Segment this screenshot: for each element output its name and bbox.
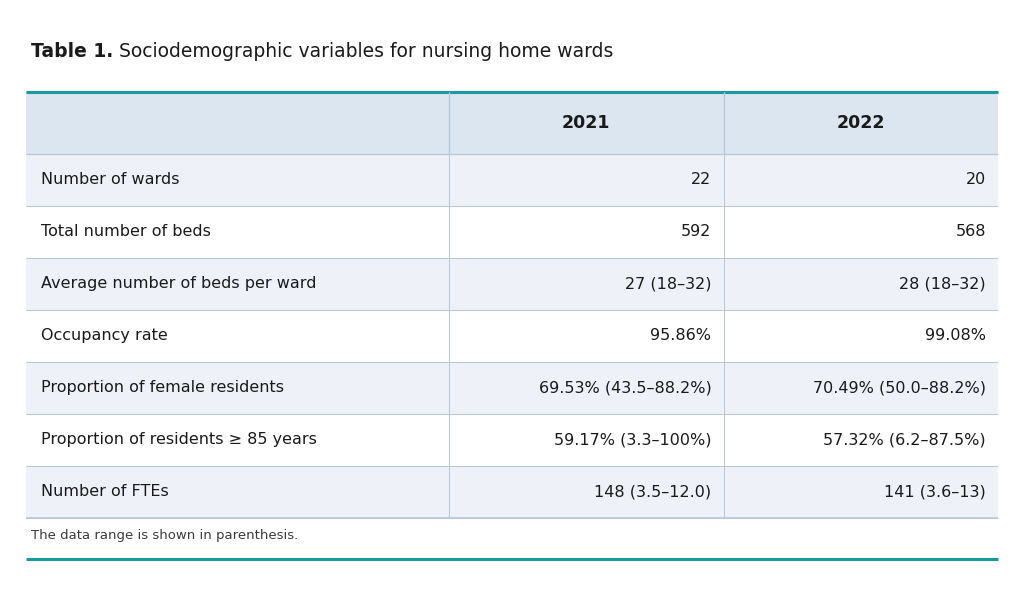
Text: 69.53% (43.5–88.2%): 69.53% (43.5–88.2%): [539, 381, 712, 395]
Text: 59.17% (3.3–100%): 59.17% (3.3–100%): [554, 433, 712, 448]
Text: 99.08%: 99.08%: [925, 329, 986, 343]
Text: The data range is shown in parenthesis.: The data range is shown in parenthesis.: [31, 529, 298, 542]
Text: 141 (3.6–13): 141 (3.6–13): [885, 484, 986, 500]
Text: 20: 20: [966, 172, 986, 188]
Text: 95.86%: 95.86%: [650, 329, 712, 343]
Text: Number of FTEs: Number of FTEs: [41, 484, 169, 500]
Text: Number of wards: Number of wards: [41, 172, 179, 188]
Text: Proportion of residents ≥ 85 years: Proportion of residents ≥ 85 years: [41, 433, 316, 448]
Bar: [26, 362, 998, 414]
Text: 568: 568: [955, 224, 986, 239]
Bar: [26, 92, 998, 154]
Bar: [26, 258, 998, 310]
Text: 28 (18–32): 28 (18–32): [899, 276, 986, 291]
Bar: [26, 92, 998, 518]
Text: Total number of beds: Total number of beds: [41, 224, 211, 239]
Text: 57.32% (6.2–87.5%): 57.32% (6.2–87.5%): [823, 433, 986, 448]
Text: 2021: 2021: [562, 114, 610, 132]
Text: 70.49% (50.0–88.2%): 70.49% (50.0–88.2%): [813, 381, 986, 395]
Text: 27 (18–32): 27 (18–32): [625, 276, 712, 291]
Bar: [26, 310, 998, 362]
Text: Sociodemographic variables for nursing home wards: Sociodemographic variables for nursing h…: [113, 42, 613, 62]
Bar: [26, 206, 998, 258]
Text: 148 (3.5–12.0): 148 (3.5–12.0): [594, 484, 712, 500]
Text: Average number of beds per ward: Average number of beds per ward: [41, 276, 316, 291]
Bar: [26, 466, 998, 518]
Bar: [26, 154, 998, 206]
Text: Table 1.: Table 1.: [31, 42, 113, 62]
Text: Proportion of female residents: Proportion of female residents: [41, 381, 284, 395]
Text: Occupancy rate: Occupancy rate: [41, 329, 168, 343]
Bar: [26, 414, 998, 466]
Text: 22: 22: [691, 172, 712, 188]
Text: 592: 592: [681, 224, 712, 239]
Text: 2022: 2022: [837, 114, 885, 132]
